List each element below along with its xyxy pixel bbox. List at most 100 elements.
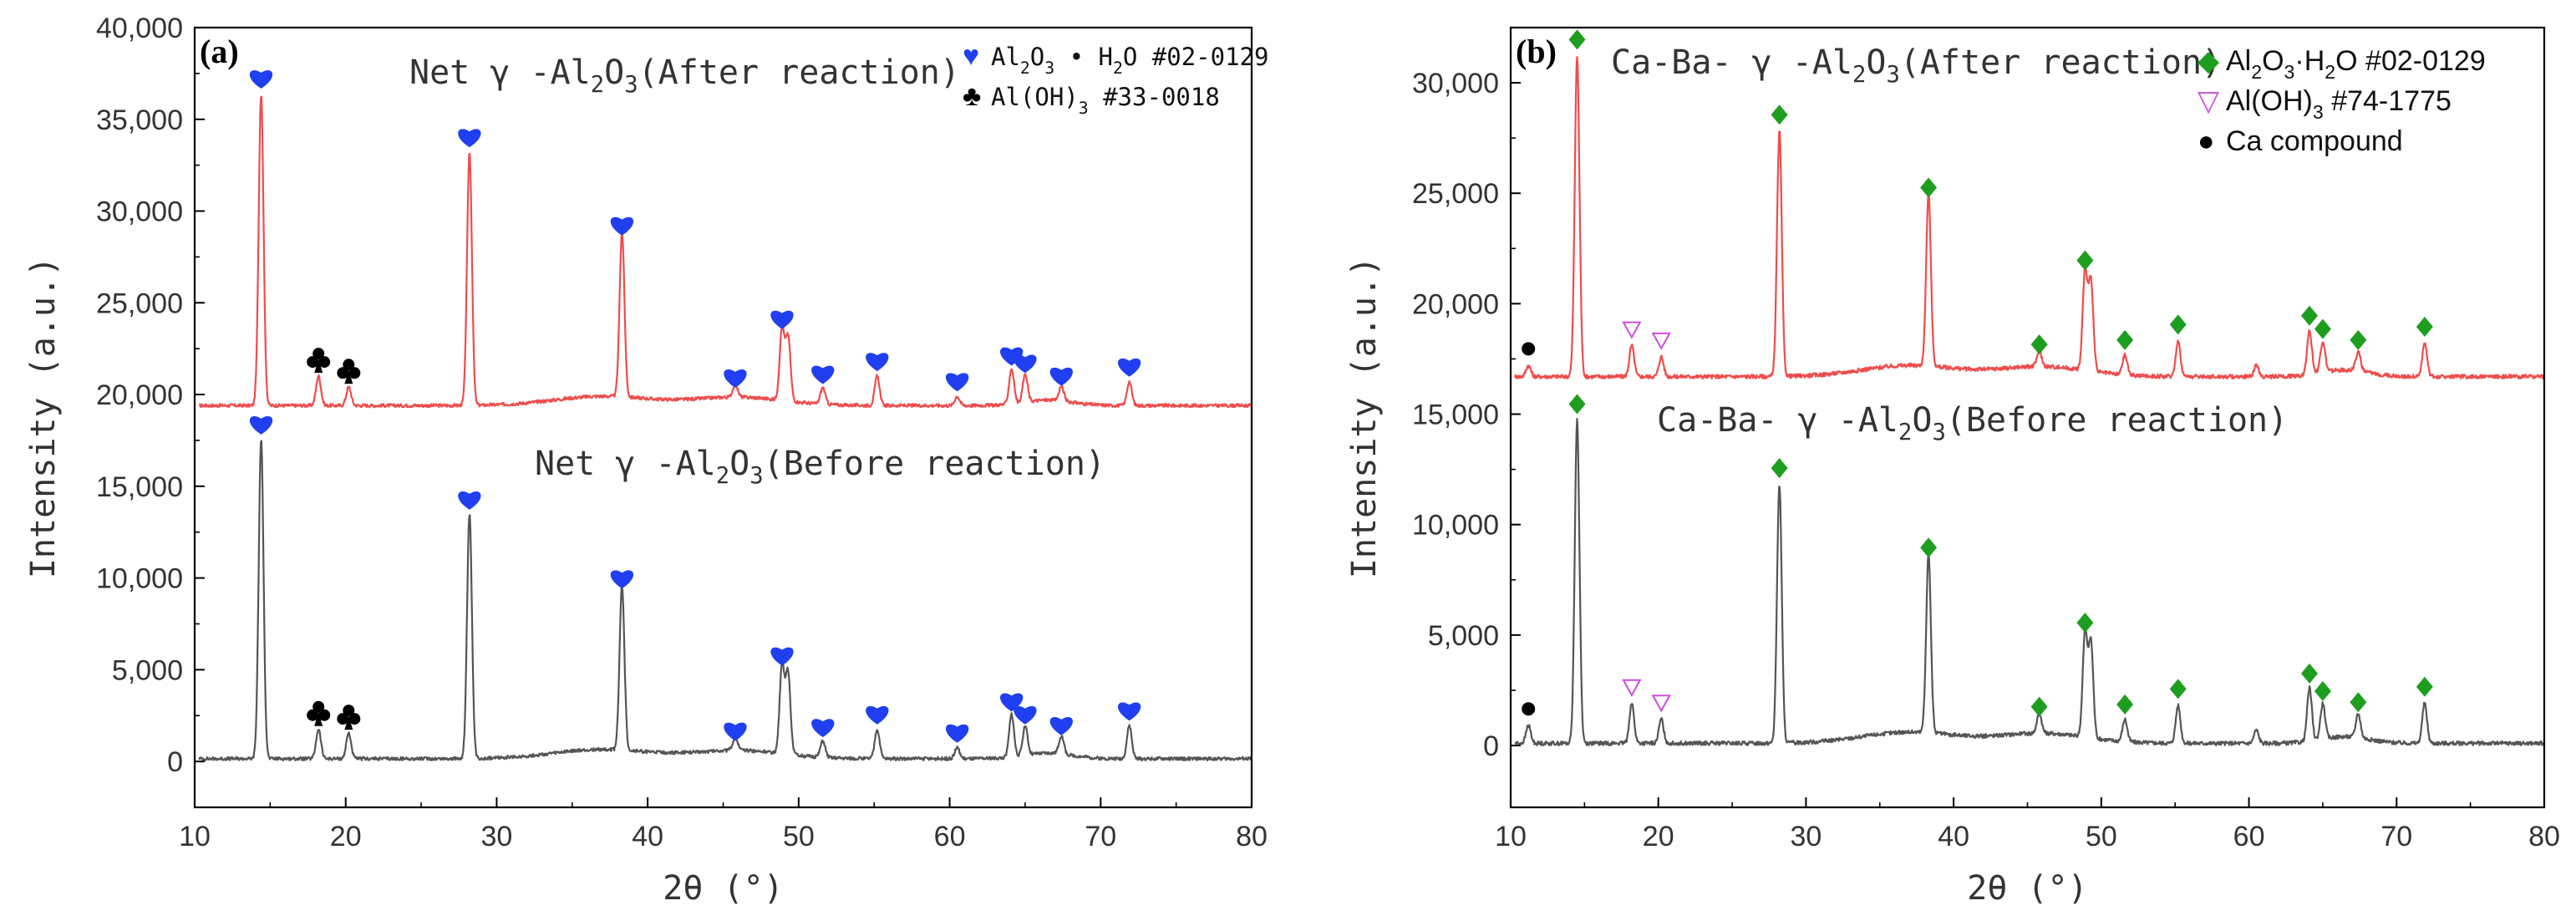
x-tick-label: 30 [1791,821,1822,852]
y-tick-label: 20,000 [1412,288,1499,320]
legend-label: Al2O3·H2O #02-0129 [2226,45,2486,83]
x-tick-label: 50 [783,821,815,852]
x-tick-label: 80 [1236,821,1268,852]
label-subscript: 3 [2313,101,2324,123]
label-subscript: 3 [1886,62,1899,88]
y-tick-label: 30,000 [96,196,183,228]
club-icon [337,705,361,730]
label-text: Al(OH) [991,83,1079,111]
label-subscript: 2 [2324,61,2335,83]
club-lobe [312,348,325,360]
label-text: Al [991,43,1020,71]
club-lobe [312,700,325,713]
diamond-icon [1568,394,1586,415]
label-text: #74-1775 [2324,85,2452,117]
label-text: ·H [2294,45,2324,77]
label-subscript: 3 [1044,59,1054,78]
heart-icon [1117,702,1141,721]
club-stem [314,712,323,726]
heart-icon [1049,367,1073,386]
y-axis-title: Intensity (a.u.) [1345,257,1384,578]
diamond-icon [1771,104,1788,125]
heart-icon [1014,705,1037,725]
club-lobe [348,367,361,379]
label-text: (After reaction) [1900,43,2222,82]
diamond-icon [2314,318,2331,339]
heart-icon [811,719,835,738]
club-stem [314,359,323,374]
label-subscript: 2 [1113,59,1123,78]
label-text: (Before reaction) [1946,401,2288,440]
heart-icon [724,369,747,388]
y-tick-label: 20,000 [96,379,183,411]
heart-icon [866,705,889,725]
diamond-icon [2169,679,2187,700]
club-lobe [307,709,319,721]
heart-icon [945,373,969,392]
diamond-icon [2116,694,2134,715]
label-text: (After reaction) [638,53,960,92]
label-subscript: 2 [2251,61,2262,83]
y-tick-label: 40,000 [96,13,183,44]
label-text: O [1866,43,1886,82]
diamond-icon [2030,334,2048,355]
diamond-icon [2076,613,2094,634]
legend-symbol-icon: ♥ [963,40,979,72]
curve-label-after: Net γ -Al2O3(After reaction) [409,53,960,98]
x-axis-title: 2θ (°) [1967,869,2088,908]
diamond-icon [1568,29,1586,50]
y-tick-label: 5,000 [112,654,183,686]
legend-symbol-icon: ● [2197,125,2215,157]
label-text: #33-0018 [1089,83,1220,111]
x-tick-label: 10 [1495,821,1527,852]
club-lobe [343,359,355,371]
y-tick-label: 35,000 [96,104,183,136]
y-axis-title: Intensity (a.u.) [24,257,63,578]
y-tick-label: 25,000 [1412,178,1499,210]
club-lobe [318,356,331,369]
heart-icon [724,722,747,741]
diamond-icon [2076,250,2094,271]
y-tick-label: 25,000 [96,287,183,319]
legend-symbol-icon: ▽ [2197,85,2220,117]
heart-icon [458,491,481,510]
label-text: O [1912,401,1932,440]
club-icon [307,700,331,726]
y-tick-label: 5,000 [1428,620,1499,652]
label-subscript: 3 [624,72,638,98]
diamond-icon [2301,305,2319,326]
x-tick-label: 20 [1643,821,1674,852]
label-subscript: 2 [716,463,729,489]
y-tick-label: 10,000 [96,563,183,595]
label-text: O [2262,45,2284,77]
x-tick-label: 20 [330,821,362,852]
y-tick-label: 15,000 [96,471,183,503]
label-subscript: 2 [1852,62,1866,88]
label-text: Net γ -Al [409,53,591,92]
series-line-after [1514,56,2544,380]
y-tick-label: 30,000 [1412,68,1499,99]
club-icon [337,359,361,384]
curve-label-after: Ca-Ba- γ -Al2O3(After reaction) [1611,43,2222,88]
label-text: O #02-0129 [1123,43,1269,71]
label-text: O [1030,43,1044,71]
label-text: O #02-0129 [2335,45,2486,77]
diamond-icon [1920,537,1938,558]
heart-icon [945,724,969,743]
club-lobe [318,709,331,721]
label-text: O [604,53,624,92]
legend-label: Al(OH)3 #74-1775 [2226,85,2452,123]
heart-icon [249,415,273,435]
diamond-icon [2416,676,2433,697]
dot-icon [1522,702,1536,716]
diamond-icon [2301,663,2319,684]
label-text: Ca compound [2226,125,2403,157]
heart-icon [1049,717,1073,735]
club-lobe [307,356,319,369]
label-text: Al(OH) [2226,85,2313,117]
legend-label: Al2O3 • H2O #02-0129 [991,43,1268,78]
x-axis-title: 2θ (°) [663,869,784,908]
triangle-icon [1622,679,1642,697]
diamond-icon [2350,329,2367,350]
